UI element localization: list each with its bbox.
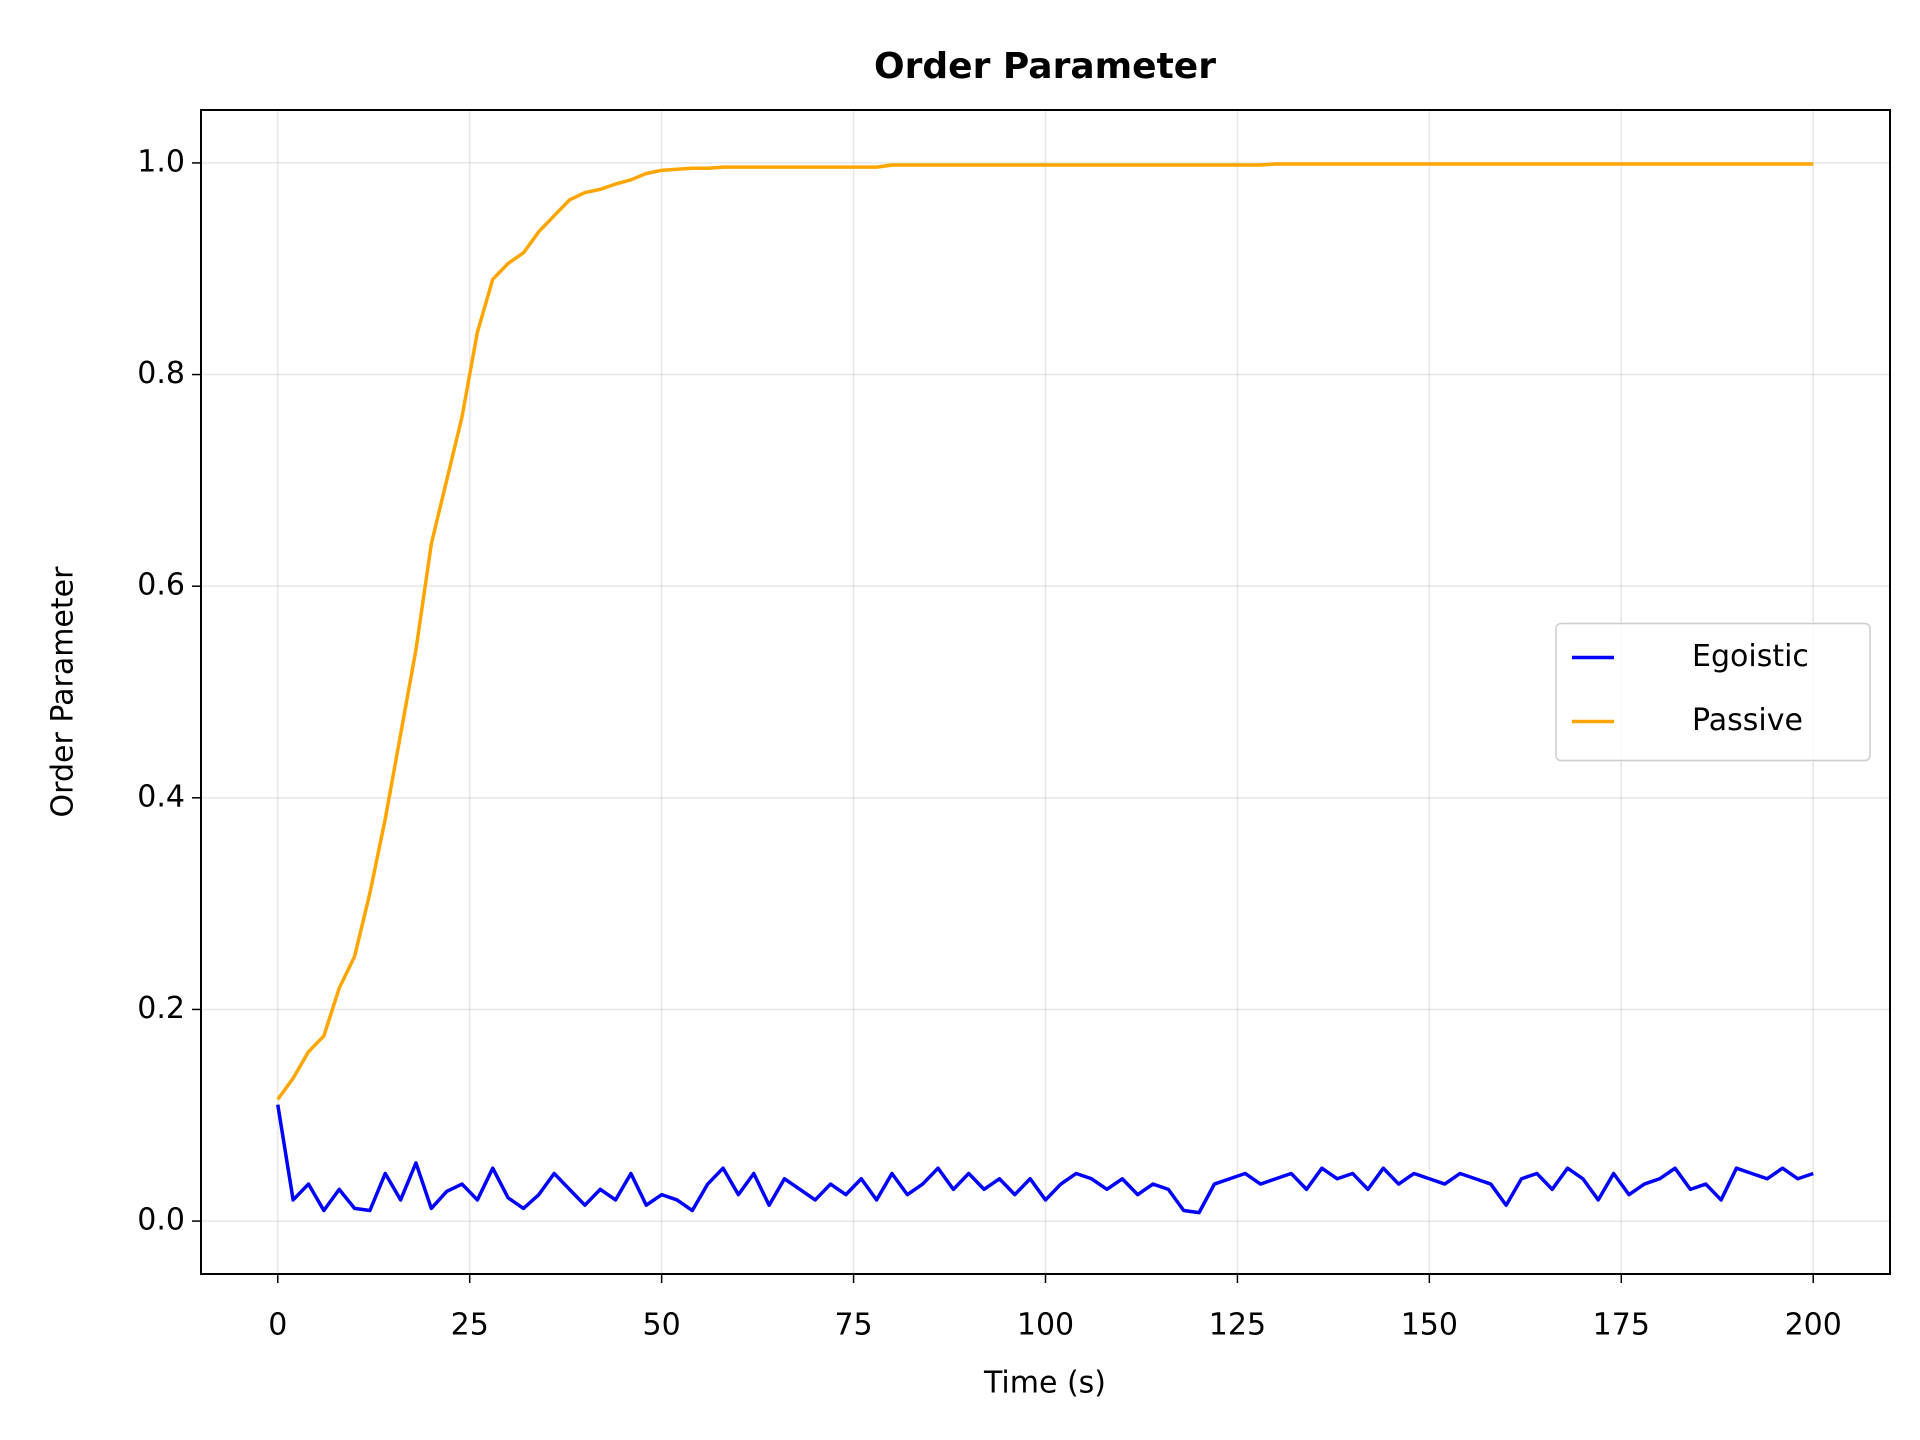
- x-tick-label: 200: [1785, 1308, 1842, 1343]
- x-tick-label: 0: [268, 1308, 287, 1343]
- x-tick-label: 75: [834, 1308, 872, 1343]
- y-tick-label: 1.0: [137, 144, 185, 179]
- legend-label: Egoistic: [1692, 639, 1809, 674]
- data-line: [276, 1104, 1814, 1215]
- x-axis-label: Time (s): [983, 1366, 1106, 1401]
- x-tick-label: 125: [1209, 1308, 1266, 1343]
- data-line: [276, 162, 1814, 1101]
- y-tick-label: 0.4: [137, 779, 185, 814]
- legend-box: [1555, 622, 1871, 762]
- legend-label: Passive: [1692, 703, 1803, 738]
- x-tick-label: 25: [451, 1308, 489, 1343]
- axes-frame: [200, 109, 1891, 1275]
- y-axis-label: Order Parameter: [46, 566, 81, 818]
- y-tick-label: 0.6: [137, 568, 185, 603]
- y-tick-label: 0.2: [137, 991, 185, 1026]
- x-tick-label: 175: [1593, 1308, 1650, 1343]
- chart-title: Order Parameter: [874, 46, 1216, 87]
- x-tick-label: 100: [1017, 1308, 1074, 1343]
- y-tick-label: 0.8: [137, 356, 185, 391]
- y-tick-label: 0.0: [137, 1203, 185, 1238]
- x-tick-label: 150: [1401, 1308, 1458, 1343]
- x-tick-label: 50: [643, 1308, 681, 1343]
